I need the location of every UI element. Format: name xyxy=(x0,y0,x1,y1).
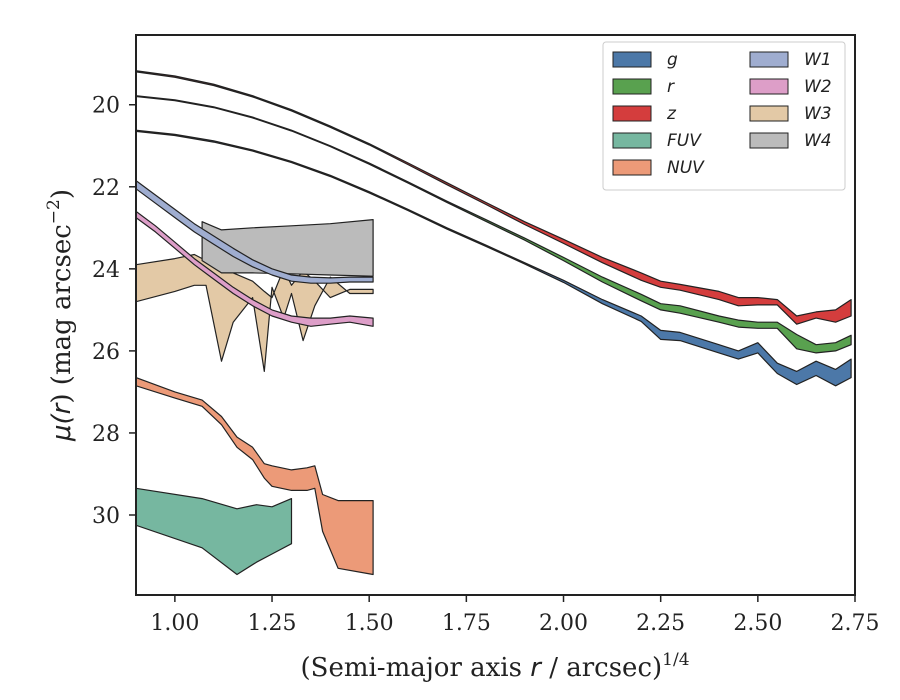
x-tick-label: 1.50 xyxy=(345,611,394,636)
legend-swatch-z xyxy=(612,105,652,122)
legend-swatch-w3 xyxy=(749,105,789,122)
y-tick-label: 24 xyxy=(92,258,120,283)
x-axis-ticks: 1.00 1.25 1.50 1.75 2.00 2.25 2.50 2.75 xyxy=(150,595,879,636)
legend-swatch-w1 xyxy=(749,51,789,68)
legend-swatch-w2 xyxy=(749,78,789,95)
x-tick-label: 2.75 xyxy=(831,611,880,636)
y-tick-label: 28 xyxy=(92,422,120,447)
legend: grz FUV NUV W1 W2 W3 W4 xyxy=(602,41,846,191)
y-tick-label: 22 xyxy=(92,176,120,201)
x-tick-label: 2.25 xyxy=(636,611,685,636)
x-tick-label: 1.75 xyxy=(442,611,491,636)
band-fuv xyxy=(136,487,293,576)
legend-label-r: r xyxy=(667,77,675,97)
band-w1 xyxy=(136,180,374,284)
legend-label-w2: W2 xyxy=(804,77,832,97)
y-tick-label: 30 xyxy=(92,504,120,529)
x-tick-label: 1.00 xyxy=(150,611,199,636)
plot-frame xyxy=(135,34,856,596)
y-axis-ticks: 20 22 24 26 28 30 xyxy=(92,94,136,529)
legend-label-fuv: FUV xyxy=(667,131,702,151)
legend-label-w3: W3 xyxy=(804,104,832,124)
legend-label-w4: W4 xyxy=(804,131,832,151)
y-tick-label: 20 xyxy=(92,94,120,119)
y-tick-label: 26 xyxy=(92,340,120,365)
band-r xyxy=(136,95,852,354)
legend-swatch-r xyxy=(612,78,652,95)
band-g xyxy=(136,129,852,387)
legend-swatch-g xyxy=(612,51,652,68)
x-tick-label: 2.50 xyxy=(733,611,782,636)
band-w2 xyxy=(136,210,374,327)
legend-label-nuv: NUV xyxy=(667,158,705,178)
legend-label-z: z xyxy=(666,104,677,124)
x-tick-label: 1.25 xyxy=(248,611,297,636)
legend-swatch-fuv xyxy=(612,132,652,149)
legend-label-g: g xyxy=(667,50,678,70)
legend-swatch-nuv xyxy=(612,159,652,176)
y-axis-label: μ(r) (mag arcsec−2) xyxy=(44,189,77,442)
band-nuv xyxy=(136,377,374,576)
x-axis-label: (Semi-major axis r / arcsec)1/4 xyxy=(300,650,689,683)
x-tick-label: 2.00 xyxy=(539,611,588,636)
legend-swatch-w4 xyxy=(749,132,789,149)
series-bands xyxy=(136,70,852,576)
band-z xyxy=(136,70,852,325)
legend-label-w1: W1 xyxy=(804,50,832,70)
